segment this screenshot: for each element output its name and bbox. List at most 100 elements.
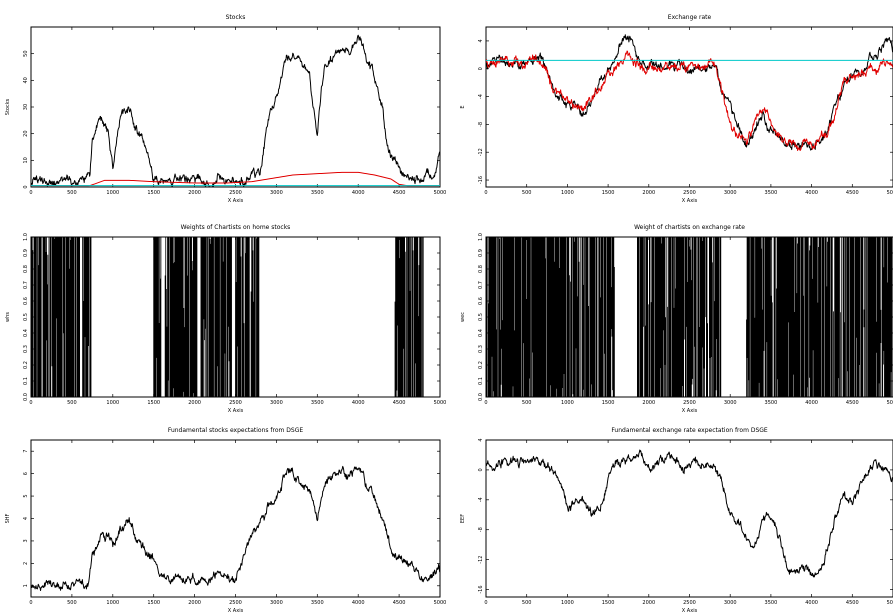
y-axis-label: EEF	[460, 514, 466, 523]
x-tick-label: 2000	[642, 190, 655, 196]
x-tick-label: 4000	[352, 400, 365, 406]
chart-title: Exchange rate	[668, 14, 712, 21]
y-axis-label: SHF	[5, 513, 11, 523]
x-tick-label: 0	[29, 190, 32, 196]
x-tick-label: 3000	[724, 600, 737, 606]
chart-title: Weights of Chartists on home stocks	[181, 224, 291, 231]
x-axis-label: X Axis	[228, 608, 244, 614]
x-tick-label: 1000	[561, 400, 574, 406]
y-tick-label: 0.8	[23, 265, 29, 273]
y-tick-label: 2	[23, 562, 29, 565]
x-tick-label: 1500	[602, 190, 615, 196]
chart-panel-3[interactable]: Weights of Chartists on home stocks X Axi…	[5, 224, 446, 414]
x-tick-label: 3500	[765, 600, 778, 606]
plot-area	[31, 237, 424, 397]
x-tick-label: 500	[522, 190, 532, 196]
x-tick-label: 2500	[229, 600, 242, 606]
x-tick-label: 3500	[311, 600, 324, 606]
chart-title: Fundamental stocks expectations from DSG…	[168, 427, 304, 434]
y-tick-label: 0.0	[478, 393, 484, 401]
x-tick-label: 3500	[765, 400, 778, 406]
x-tick-label: 3500	[311, 400, 324, 406]
series-1-line[interactable]	[31, 237, 424, 397]
x-tick-label: 1500	[147, 190, 160, 196]
y-tick-label: 7	[23, 450, 29, 453]
x-tick-label: 4000	[805, 400, 818, 406]
chart-title: Stocks	[226, 14, 246, 21]
x-tick-label: 5000	[434, 400, 447, 406]
x-tick-label: 500	[522, 600, 532, 606]
chart-panel-5[interactable]: Fundamental stocks expectations from DSG…	[5, 427, 446, 614]
x-tick-label: 4500	[393, 600, 406, 606]
chart-panel-4[interactable]: Weight of chartists on exchange rate X Ax…	[460, 224, 893, 414]
x-tick-label: 0	[484, 600, 487, 606]
y-tick-label: 4	[478, 39, 484, 42]
y-tick-label: 0.6	[478, 297, 484, 305]
x-tick-label: 500	[67, 600, 77, 606]
y-tick-label: 0.2	[478, 361, 484, 369]
x-tick-label: 1000	[106, 600, 119, 606]
y-tick-label: 1	[23, 584, 29, 587]
series-1-line[interactable]	[31, 465, 440, 592]
x-tick-label: 500	[522, 400, 532, 406]
y-tick-label: 1.0	[478, 233, 484, 241]
y-tick-label: 0.2	[23, 361, 29, 369]
y-tick-label: -12	[478, 148, 484, 156]
x-axis-label: X Axis	[682, 608, 698, 614]
x-tick-label: 1000	[106, 190, 119, 196]
x-tick-label: 1000	[561, 190, 574, 196]
series-1-line[interactable]	[486, 449, 893, 578]
x-tick-label: 1000	[106, 400, 119, 406]
x-tick-label: 1000	[561, 600, 574, 606]
y-tick-label: -4	[478, 497, 484, 502]
series-1-line[interactable]	[31, 34, 440, 188]
x-tick-label: 1500	[602, 400, 615, 406]
x-axis-label: X Axis	[682, 408, 698, 414]
x-tick-label: 500	[67, 400, 77, 406]
x-tick-label: 2000	[188, 600, 201, 606]
x-tick-label: 2000	[642, 400, 655, 406]
x-tick-label: 4500	[393, 190, 406, 196]
x-tick-label: 3500	[765, 190, 778, 196]
y-tick-label: 5	[23, 494, 29, 497]
chart-panel-2[interactable]: Exchange rate X Axis E 0 500 1000 1500 2000 2500…	[460, 14, 893, 204]
series-1-line[interactable]	[486, 34, 893, 151]
x-tick-label: 0	[484, 190, 487, 196]
x-tick-label: 2500	[683, 600, 696, 606]
x-tick-label: 1500	[147, 600, 160, 606]
chart-panel-6[interactable]: Fundamental exchange rate expectation fr…	[460, 427, 893, 614]
y-tick-label: 3	[23, 539, 29, 542]
series-1-line[interactable]	[486, 237, 893, 397]
y-tick-label: 0.4	[478, 329, 484, 337]
x-axis-label: X Axis	[228, 198, 244, 204]
y-axis-label: Stocks	[5, 98, 11, 115]
y-tick-label: 10	[23, 157, 29, 163]
x-tick-label: 3000	[724, 400, 737, 406]
x-tick-label: 4000	[352, 190, 365, 196]
x-tick-label: 5000	[887, 190, 893, 196]
y-tick-label: -8	[478, 122, 484, 127]
y-tick-label: 50	[23, 50, 29, 56]
y-tick-label: 4	[478, 438, 484, 441]
y-tick-label: 1.0	[23, 233, 29, 241]
y-tick-label: 0.7	[478, 281, 484, 289]
x-tick-label: 4500	[393, 400, 406, 406]
series-2-line[interactable]	[486, 50, 893, 151]
x-tick-label: 3000	[270, 400, 283, 406]
x-tick-label: 2000	[642, 600, 655, 606]
y-axis-label: E	[460, 105, 466, 108]
y-tick-label: -8	[478, 527, 484, 532]
x-tick-label: 3000	[270, 600, 283, 606]
plot-area	[486, 237, 893, 397]
y-tick-label: 0.5	[478, 313, 484, 321]
x-tick-label: 4500	[846, 190, 859, 196]
x-tick-label: 0	[29, 600, 32, 606]
y-tick-label: 0	[478, 468, 484, 471]
x-tick-label: 5000	[887, 600, 893, 606]
x-tick-label: 500	[67, 190, 77, 196]
series-2-line[interactable]	[31, 171, 440, 187]
y-tick-label: 0.6	[23, 297, 29, 305]
